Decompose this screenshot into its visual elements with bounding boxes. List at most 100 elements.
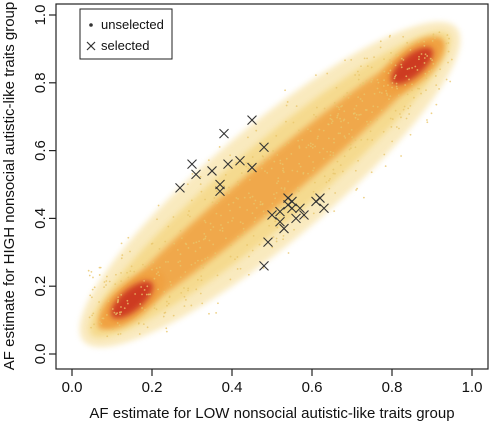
unselected-point: [130, 265, 133, 268]
unselected-point: [153, 277, 156, 280]
unselected-point: [251, 195, 254, 198]
unselected-point: [152, 261, 155, 264]
unselected-point: [328, 179, 330, 182]
unselected-point: [113, 311, 116, 314]
unselected-point: [89, 294, 92, 297]
unselected-point: [387, 72, 390, 75]
unselected-point: [332, 172, 335, 175]
selected-point: [223, 159, 233, 170]
unselected-point: [254, 216, 257, 219]
unselected-point: [144, 309, 146, 311]
unselected-point: [146, 285, 149, 288]
unselected-point: [423, 57, 426, 59]
unselected-point: [426, 55, 429, 57]
unselected-point: [117, 298, 120, 301]
unselected-point: [332, 154, 335, 157]
unselected-point: [393, 77, 396, 80]
unselected-point: [315, 74, 317, 77]
unselected-point: [282, 171, 285, 174]
unselected-point: [424, 53, 427, 56]
unselected-point: [209, 228, 212, 231]
unselected-point: [127, 276, 130, 279]
unselected-point: [237, 235, 239, 238]
unselected-point: [245, 165, 248, 168]
unselected-point: [179, 260, 181, 263]
unselected-point: [181, 237, 183, 240]
unselected-point: [340, 126, 343, 129]
unselected-point: [423, 62, 426, 64]
unselected-point: [329, 114, 332, 117]
unselected-point: [333, 138, 335, 140]
unselected-point: [126, 302, 129, 305]
unselected-point: [262, 210, 265, 213]
unselected-point: [243, 196, 246, 199]
unselected-point: [402, 35, 405, 38]
unselected-point: [170, 284, 172, 286]
unselected-point: [230, 244, 232, 247]
unselected-point: [358, 114, 361, 116]
unselected-point: [408, 78, 410, 81]
unselected-point: [277, 180, 280, 183]
unselected-point: [322, 129, 325, 132]
unselected-point: [151, 242, 154, 245]
unselected-point: [134, 293, 137, 295]
unselected-point: [179, 229, 182, 232]
unselected-point: [389, 59, 391, 61]
unselected-point: [418, 58, 420, 61]
unselected-point: [329, 117, 332, 120]
unselected-point: [115, 273, 117, 276]
unselected-point: [354, 74, 357, 76]
x-tick-label: 0.4: [222, 379, 243, 396]
unselected-point: [314, 181, 316, 184]
unselected-point: [390, 62, 393, 64]
unselected-point: [189, 215, 191, 218]
unselected-point: [268, 157, 271, 160]
unselected-point: [425, 77, 428, 80]
unselected-point: [306, 128, 309, 131]
unselected-point: [323, 107, 326, 110]
unselected-point: [364, 109, 367, 111]
unselected-point: [247, 172, 250, 175]
unselected-point: [262, 267, 265, 269]
unselected-point: [153, 303, 156, 306]
unselected-point: [255, 206, 258, 209]
unselected-point: [346, 91, 349, 94]
unselected-point: [352, 138, 355, 141]
unselected-point: [192, 242, 195, 244]
unselected-point: [179, 276, 182, 279]
unselected-point: [142, 323, 145, 326]
unselected-point: [339, 164, 342, 167]
unselected-point: [183, 295, 186, 298]
unselected-point: [391, 86, 393, 89]
unselected-point: [246, 209, 249, 211]
unselected-point: [370, 171, 373, 174]
unselected-point: [298, 162, 301, 165]
unselected-point: [313, 113, 315, 116]
unselected-point: [302, 172, 305, 175]
y-axis-title: AF estimate for HIGH nonsocial autistic-…: [1, 2, 18, 370]
unselected-point: [382, 85, 385, 87]
unselected-point: [328, 187, 331, 190]
unselected-point: [91, 288, 94, 291]
unselected-point: [372, 105, 375, 108]
unselected-point: [438, 31, 441, 34]
unselected-point: [278, 213, 281, 216]
selected-point: [247, 162, 257, 173]
unselected-point: [249, 196, 252, 199]
unselected-point: [323, 175, 326, 178]
unselected-point: [107, 300, 110, 303]
unselected-point: [168, 295, 171, 298]
unselected-point: [318, 151, 321, 154]
unselected-point: [245, 161, 248, 164]
unselected-point: [191, 172, 194, 175]
unselected-point: [280, 187, 283, 190]
unselected-point: [261, 203, 264, 205]
unselected-point: [212, 226, 215, 228]
unselected-point: [340, 105, 342, 108]
unselected-point: [283, 144, 286, 147]
unselected-point: [242, 227, 245, 230]
unselected-point: [98, 266, 101, 269]
unselected-point: [155, 308, 158, 311]
unselected-point: [190, 263, 193, 266]
legend-unselected-marker: [89, 23, 93, 27]
